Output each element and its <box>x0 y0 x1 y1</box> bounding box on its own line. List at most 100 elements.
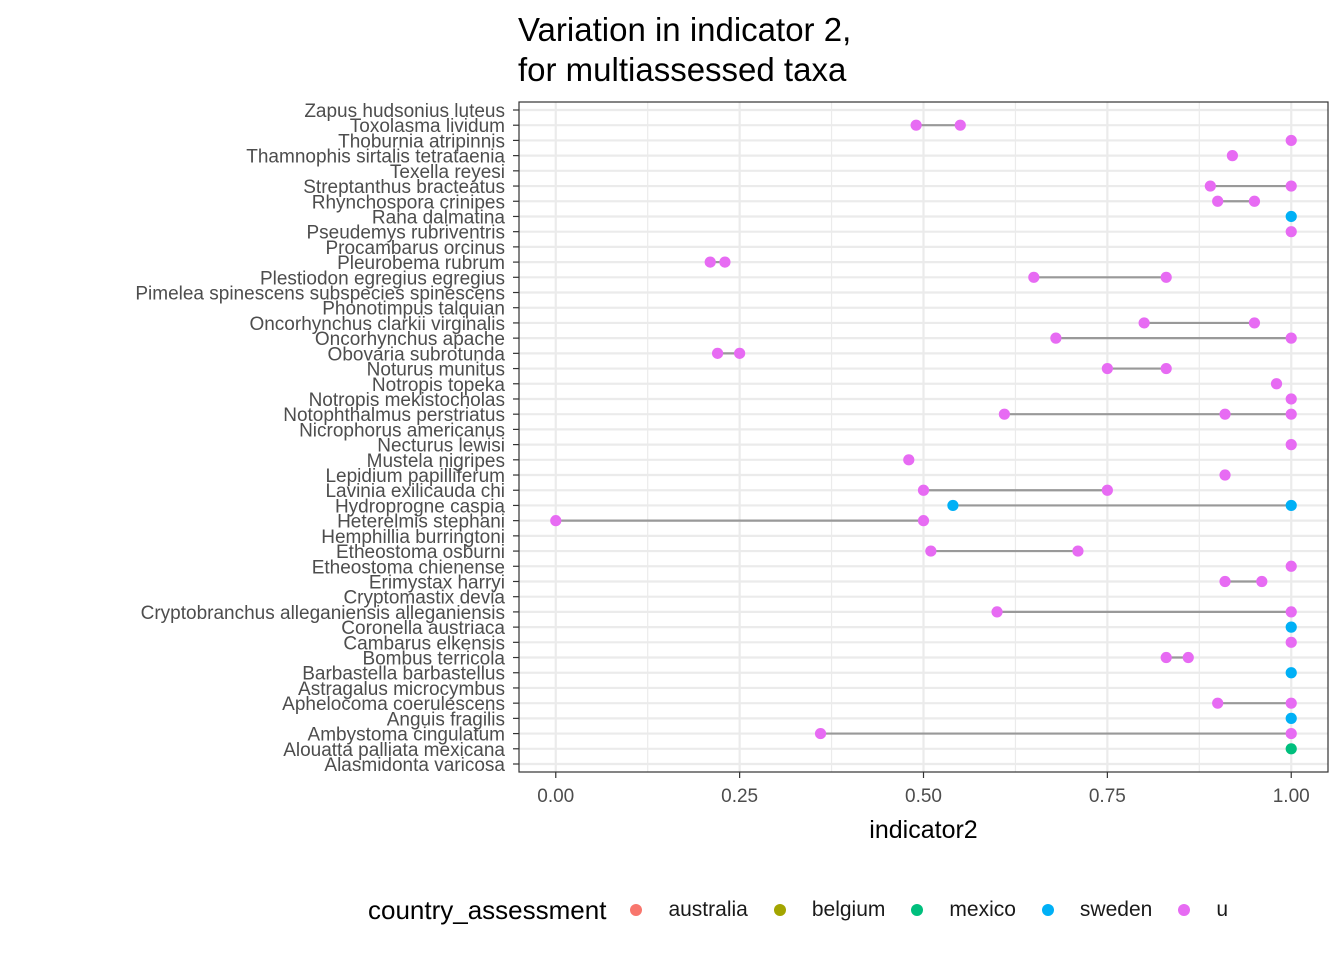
data-point <box>1285 743 1297 755</box>
legend-item: mexico <box>911 898 1016 922</box>
data-point <box>1285 226 1297 238</box>
data-point <box>1256 575 1268 588</box>
y-tick-label: Texella reyesi <box>390 162 505 183</box>
chart-title: Variation in indicator 2, for multiasses… <box>518 11 852 88</box>
data-point <box>1285 499 1297 512</box>
y-tick-label: Phonotimpus talquian <box>322 299 505 320</box>
legend-swatch <box>1178 904 1191 916</box>
y-tick-label: Bombus terricola <box>362 649 505 670</box>
y-tick-label: Obovaria subrotunda <box>328 344 506 365</box>
data-point <box>1101 484 1113 496</box>
x-axis-title: indicator2 <box>869 816 977 844</box>
legend-swatch <box>1041 904 1054 916</box>
data-point <box>991 606 1003 618</box>
x-tick-label: 0.75 <box>1089 786 1126 807</box>
data-point <box>1285 180 1297 192</box>
legend-label: mexico <box>949 898 1016 921</box>
data-point <box>1285 712 1297 724</box>
data-point <box>1285 560 1297 572</box>
data-point <box>1248 195 1261 207</box>
y-tick-label: Alouatta palliata mexicana <box>283 740 505 761</box>
y-tick-label: Erimystax harryi <box>369 572 505 593</box>
data-point <box>1226 150 1238 162</box>
y-tick-label: Cryptomastix devia <box>343 588 505 609</box>
data-point <box>1219 408 1231 420</box>
data-point <box>1028 271 1040 283</box>
legend-swatch <box>773 904 786 916</box>
legend-item: sweden <box>1041 898 1153 922</box>
y-tick-label: Necturus lewisi <box>377 436 505 457</box>
x-tick-label: 0.25 <box>721 786 758 807</box>
data-point <box>903 454 915 466</box>
data-point <box>1219 575 1231 588</box>
y-tick-label: Lavinia exilicauda chi <box>325 481 505 502</box>
data-point <box>1285 606 1297 618</box>
y-tick-label: Heterelmis stephani <box>337 512 505 533</box>
x-tick-label: 0.50 <box>905 786 942 807</box>
data-point <box>917 515 930 527</box>
legend-item: australia <box>630 898 748 922</box>
data-point <box>711 347 724 359</box>
legend-title: country_assessment <box>368 894 607 925</box>
y-tick-label: Etheostoma osburni <box>336 542 505 563</box>
data-point <box>1160 271 1172 283</box>
data-point <box>1270 378 1283 390</box>
y-tick-label: Aphelocoma coerulescens <box>282 694 505 715</box>
legend: country_assessment australia belgium mexic… <box>368 890 1254 930</box>
y-tick-label: Etheostoma chienense <box>312 557 505 578</box>
legend-label: sweden <box>1079 898 1153 921</box>
data-point <box>1212 195 1224 207</box>
y-tick-label: Thoburnia atripinnis <box>338 131 505 152</box>
data-point <box>910 119 922 131</box>
y-tick-label: Notropis mekistocholas <box>309 390 505 411</box>
y-tick-label: Rana dalmatina <box>372 207 506 228</box>
legend-label: belgium <box>811 898 886 921</box>
y-tick-label: Cambarus elkensis <box>343 633 505 654</box>
y-tick-label: Lepidium papilliferum <box>325 466 505 487</box>
data-point <box>1285 134 1297 147</box>
y-tick-label: Astragalus microcymbus <box>298 679 505 700</box>
data-point <box>704 256 716 268</box>
data-point <box>998 408 1011 420</box>
y-tick-label: Thamnophis sirtalis tetrataenia <box>246 147 505 168</box>
y-tick-label: Notophthalmus perstriatus <box>283 405 505 426</box>
y-tick-label: Ambystoma cingulatum <box>308 725 505 746</box>
data-point <box>947 499 959 512</box>
data-point <box>1160 651 1172 664</box>
data-point <box>1160 362 1172 375</box>
data-point <box>917 484 930 496</box>
y-tick-label: Notropis topeka <box>372 375 506 396</box>
y-tick-label: Alasmidonta varicosa <box>324 755 505 776</box>
data-point <box>1285 210 1297 223</box>
y-tick-label: Streptanthus bracteatus <box>303 177 505 198</box>
legend-items: australia belgium mexico sweden u <box>630 898 1254 922</box>
y-tick-label: Procambarus orcinus <box>325 238 505 259</box>
y-tick-label: Noturus munitus <box>367 360 505 381</box>
data-point <box>1285 636 1297 648</box>
data-point <box>734 347 746 359</box>
y-tick-label: Pseudemys rubriventris <box>306 223 505 244</box>
legend-swatch <box>630 904 643 916</box>
data-point <box>1285 408 1297 420</box>
data-point <box>1219 469 1231 481</box>
y-tick-label: Toxolasma lividum <box>350 116 505 137</box>
data-point <box>814 727 827 740</box>
data-point <box>1248 317 1261 329</box>
y-tick-label: Mustela nigripes <box>367 451 505 472</box>
y-tick-label: Hydroprogne caspia <box>335 496 505 517</box>
legend-item: belgium <box>773 898 886 922</box>
data-point <box>1285 439 1297 451</box>
data-point <box>1285 393 1297 405</box>
data-point <box>1285 697 1297 709</box>
y-tick-label: Oncorhynchus clarkii virginalis <box>249 314 505 335</box>
data-point <box>1138 317 1150 329</box>
y-tick-label: Cryptobranchus alleganiensis alleganiens… <box>141 603 505 624</box>
data-point <box>1285 332 1297 344</box>
data-point <box>1285 667 1297 679</box>
data-point <box>550 515 562 527</box>
data-point <box>954 119 966 131</box>
data-point <box>925 545 937 557</box>
legend-label: u <box>1216 898 1228 921</box>
data-point <box>1212 697 1224 709</box>
